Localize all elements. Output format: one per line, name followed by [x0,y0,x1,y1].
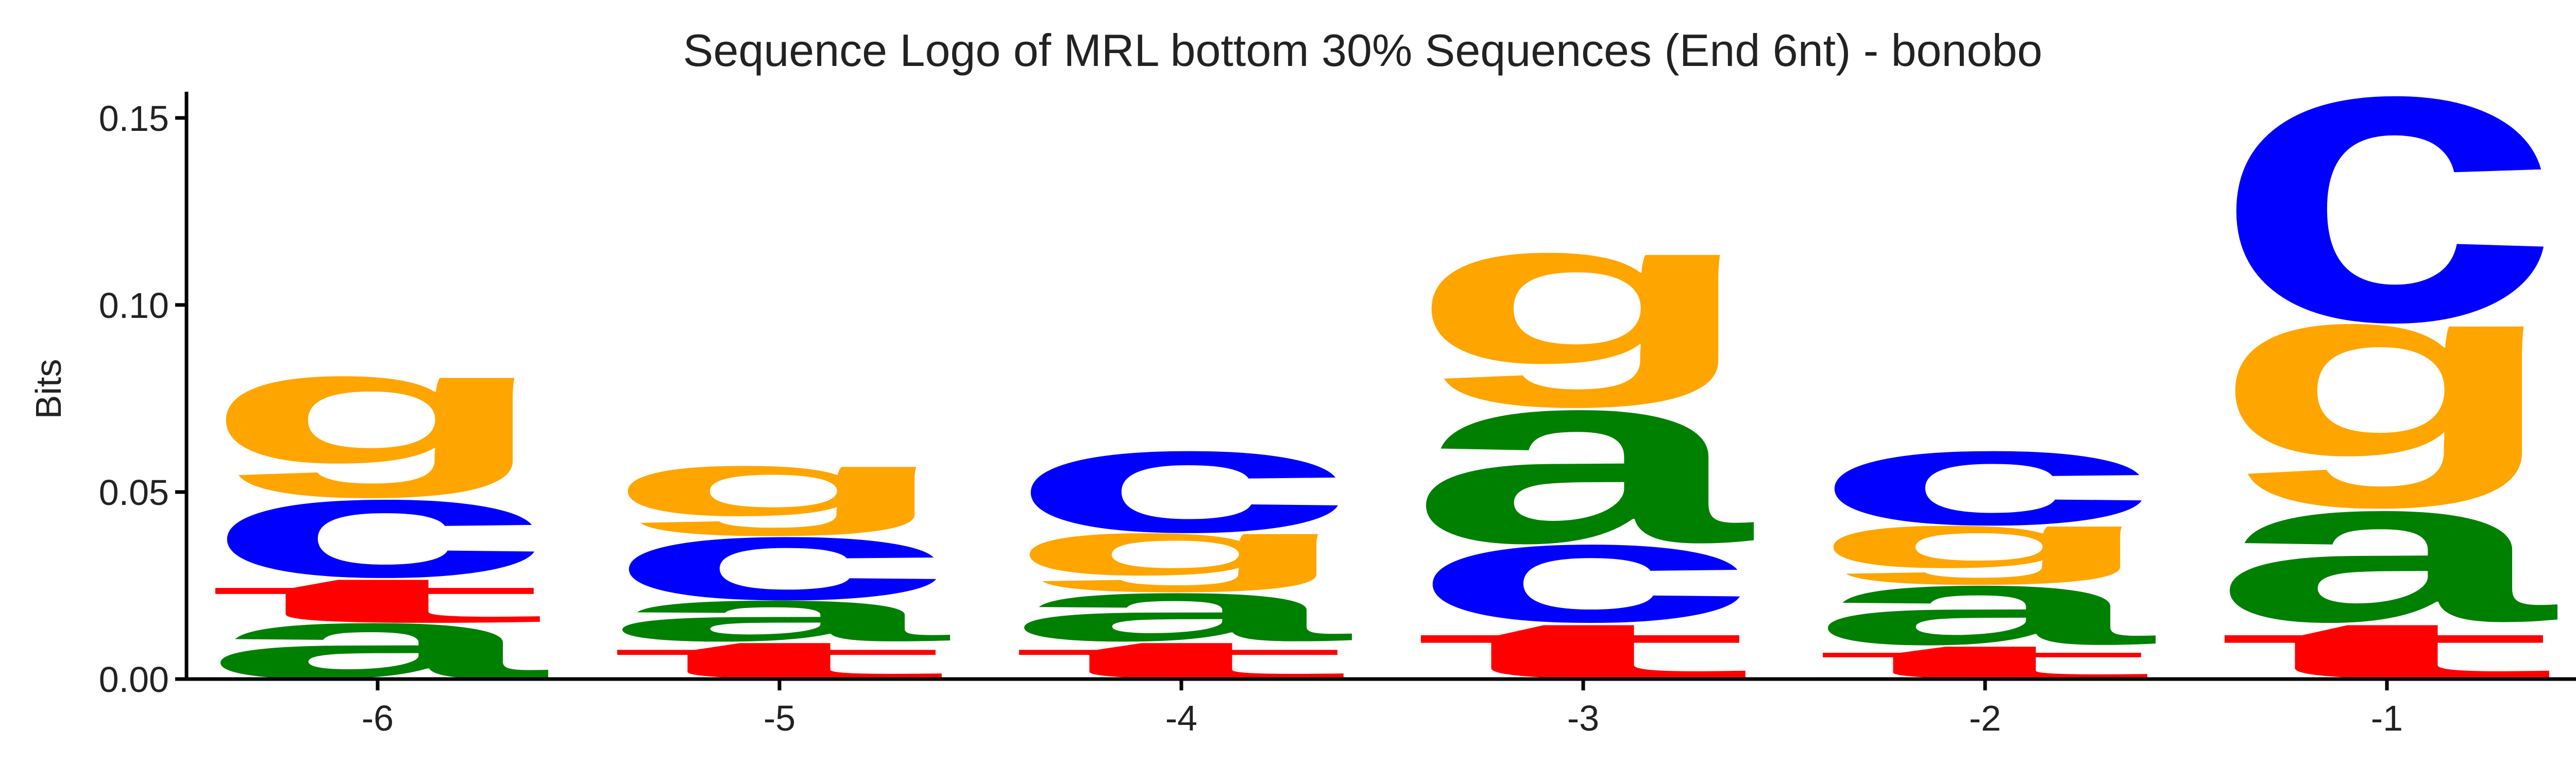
x-tick-label: -3 [1567,698,1599,738]
logo-letter-a: a [1408,320,1754,594]
logo-letter-c: c [1810,401,2160,553]
logo-letter-g: g [2212,234,2562,510]
x-tick-label: -2 [1969,698,2001,738]
y-tick-label: 0.05 [99,472,169,513]
logo-letter-g: g [1408,177,1758,409]
x-tick-label: -5 [764,698,795,738]
logo-letter-a: a [1006,561,1352,659]
logo-letter-a: a [2212,436,2557,664]
y-tick-label: 0.00 [99,659,169,700]
y-axis-label: Bits [28,359,69,419]
logo-letter-c: c [1408,492,1758,652]
logo-letter-g: g [1006,504,1357,593]
logo-letter-g: g [604,432,955,537]
logo-letter-c: c [2212,0,2562,408]
y-tick-label: 0.10 [99,285,169,326]
logo-letter-a: a [1810,546,2156,667]
y-tick-label: 0.15 [99,98,169,139]
logo-letter-g: g [1810,497,2160,586]
logo-letter-c: c [604,495,955,624]
x-tick-label: -6 [362,698,394,738]
x-axis-ticks: -6 -5 -4 -3 -2 -1 [362,679,2403,738]
y-axis-ticks: 0.00 0.05 0.10 0.15 [99,98,187,700]
x-tick-label: -4 [1165,698,1197,738]
logo-letter-g: g [202,317,553,499]
logo-letter-t: t [202,564,553,636]
chart-title: Sequence Logo of MRL bottom 30% Sequence… [683,25,2043,76]
logo-letter-a: a [604,573,950,657]
logo-letter-c: c [202,447,553,607]
logo-letter-c: c [1006,396,1357,563]
x-tick-label: -1 [2371,698,2403,738]
